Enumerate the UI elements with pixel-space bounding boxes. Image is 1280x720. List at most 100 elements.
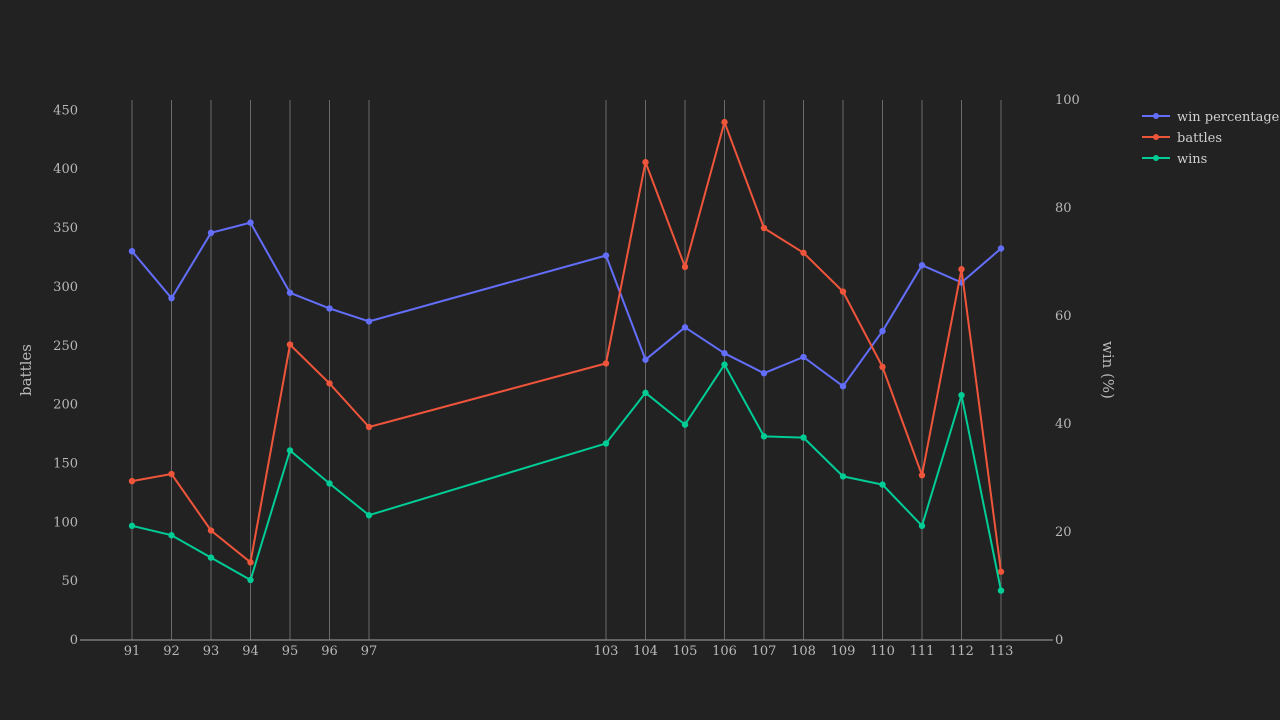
series-line [131,221,1002,388]
data-point[interactable] [760,433,768,440]
data-point[interactable] [286,447,294,454]
y-left-tick-label: 250 [53,339,78,354]
legend-label: wins [1177,152,1207,167]
y-right-tick-label: 20 [1055,525,1072,540]
series-win-percentage [128,219,1005,390]
data-point[interactable] [642,356,649,363]
data-point[interactable] [681,324,689,331]
data-point[interactable] [997,568,1005,575]
legend-item-battles[interactable]: battles [1142,131,1222,146]
data-point[interactable] [642,158,649,166]
x-tick-label: 96 [321,644,338,659]
data-point[interactable] [602,360,610,367]
data-point[interactable] [879,363,886,371]
data-point[interactable] [800,353,807,361]
x-tick-label: 107 [752,644,777,659]
data-point[interactable] [207,229,215,237]
x-tick-label: 103 [594,644,619,659]
y-left-tick-label: 300 [53,280,78,295]
vertical-grid [131,100,1002,640]
data-point[interactable] [958,391,965,399]
x-tick-label: 106 [712,644,737,659]
data-point[interactable] [839,288,847,295]
data-point[interactable] [681,421,689,428]
legend-item-win-percentage[interactable]: win percentage [1142,110,1280,125]
legend-item-wins[interactable]: wins [1142,152,1207,167]
x-tick-label: 97 [361,644,378,659]
legend-label: battles [1177,131,1222,146]
data-point[interactable] [365,318,373,325]
y-right-tick-label: 0 [1055,633,1063,648]
data-point[interactable] [721,350,728,357]
data-point[interactable] [839,473,847,480]
y-right-tick-label: 60 [1055,309,1072,324]
x-tick-label: 108 [791,644,816,659]
y-left-tick-label: 450 [53,103,78,118]
data-point[interactable] [602,440,610,447]
x-tick-label: 109 [831,644,856,659]
data-point[interactable] [642,389,649,397]
data-point[interactable] [128,522,136,530]
data-point[interactable] [365,512,373,519]
x-tick-label: 93 [203,644,220,659]
y-right-tick-label: 100 [1055,93,1080,108]
data-point[interactable] [326,480,333,487]
data-point[interactable] [365,423,373,431]
data-point[interactable] [839,383,847,390]
data-point[interactable] [997,587,1005,594]
data-point[interactable] [286,289,294,296]
data-point[interactable] [918,522,926,530]
data-point[interactable] [207,554,215,561]
legend[interactable]: win percentage battles wins [1142,110,1280,167]
legend-swatch-marker [1153,155,1159,161]
data-point[interactable] [721,361,728,368]
data-point[interactable] [879,327,886,335]
legend-swatch-marker [1153,134,1159,140]
data-point[interactable] [207,527,215,534]
data-point[interactable] [128,477,136,485]
data-point[interactable] [918,472,926,479]
y-left-tick-label: 350 [53,221,78,236]
y-left-tick-label: 150 [53,456,78,471]
data-point[interactable] [918,262,926,269]
data-point[interactable] [602,252,610,259]
data-point[interactable] [958,266,965,273]
data-point[interactable] [168,470,175,478]
x-tick-label: 91 [124,644,141,659]
data-point[interactable] [681,263,689,271]
series-line [131,121,1002,572]
axes: 91 92 93 94 95 96 97 103 104 105 106 107 108 109 110 11… [53,93,1080,659]
x-tick-label: 94 [242,644,259,659]
data-point[interactable] [997,245,1005,252]
legend-label: win percentage [1177,110,1280,125]
y-right-tick-label: 80 [1055,201,1072,216]
x-tick-label: 105 [673,644,698,659]
data-point[interactable] [800,434,807,441]
y-right-axis-title: win (%) [1099,341,1117,399]
data-point[interactable] [326,305,333,312]
y-left-tick-label: 50 [61,574,78,589]
data-point[interactable] [760,224,768,232]
data-point[interactable] [128,248,136,255]
series-battles [128,118,1005,575]
data-point[interactable] [721,118,728,126]
x-tick-label: 92 [163,644,180,659]
data-point[interactable] [168,294,175,302]
plot-area [128,118,1005,594]
y-left-tick-label: 100 [53,515,78,530]
data-point[interactable] [286,341,294,348]
series-wins [128,361,1005,594]
data-point[interactable] [879,481,886,488]
data-point[interactable] [247,576,254,584]
data-point[interactable] [247,219,254,226]
data-point[interactable] [247,559,254,566]
data-point[interactable] [326,380,333,387]
y-left-tick-label: 400 [53,162,78,177]
series-line [131,363,1002,591]
data-point[interactable] [760,370,768,377]
data-point[interactable] [800,249,807,256]
data-point[interactable] [168,532,175,539]
x-tick-label: 95 [282,644,299,659]
y-right-tick-label: 40 [1055,417,1072,432]
